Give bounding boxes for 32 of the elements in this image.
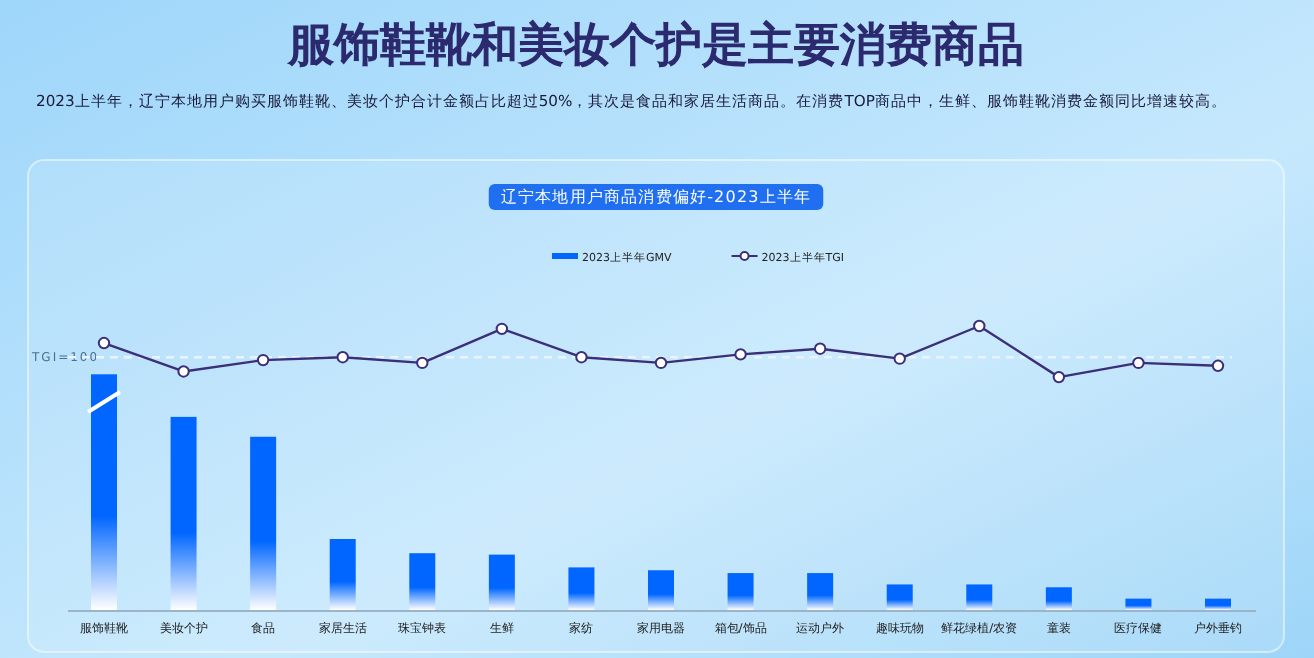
bar bbox=[886, 584, 913, 610]
bar bbox=[170, 416, 197, 610]
bar bbox=[648, 570, 674, 610]
point bbox=[1211, 359, 1225, 372]
bar bbox=[568, 567, 595, 610]
bar bbox=[250, 436, 277, 610]
point bbox=[734, 348, 747, 361]
bar bbox=[727, 573, 754, 610]
bar bbox=[409, 553, 436, 610]
point bbox=[177, 365, 190, 378]
bar bbox=[807, 573, 834, 610]
point bbox=[336, 351, 349, 364]
point bbox=[575, 351, 588, 364]
point bbox=[893, 352, 906, 365]
point bbox=[654, 356, 668, 370]
point bbox=[973, 319, 986, 333]
bar bbox=[966, 584, 993, 610]
point bbox=[256, 353, 270, 367]
point bbox=[495, 322, 509, 336]
bar bbox=[329, 539, 356, 610]
point bbox=[416, 356, 429, 370]
bar bbox=[1205, 598, 1231, 610]
point bbox=[813, 342, 827, 355]
point bbox=[1132, 356, 1145, 370]
bar bbox=[91, 374, 117, 610]
bar bbox=[1045, 587, 1072, 610]
bar bbox=[488, 554, 515, 610]
text: 辽宁本地用户商品消费偏好-2023上半年 bbox=[500, 188, 812, 206]
point bbox=[97, 336, 111, 350]
point bbox=[1052, 370, 1066, 384]
chart-title: 服饰鞋靴和美妆个护是主要消费商品 bbox=[286, 18, 1024, 72]
bar bbox=[1125, 598, 1152, 610]
